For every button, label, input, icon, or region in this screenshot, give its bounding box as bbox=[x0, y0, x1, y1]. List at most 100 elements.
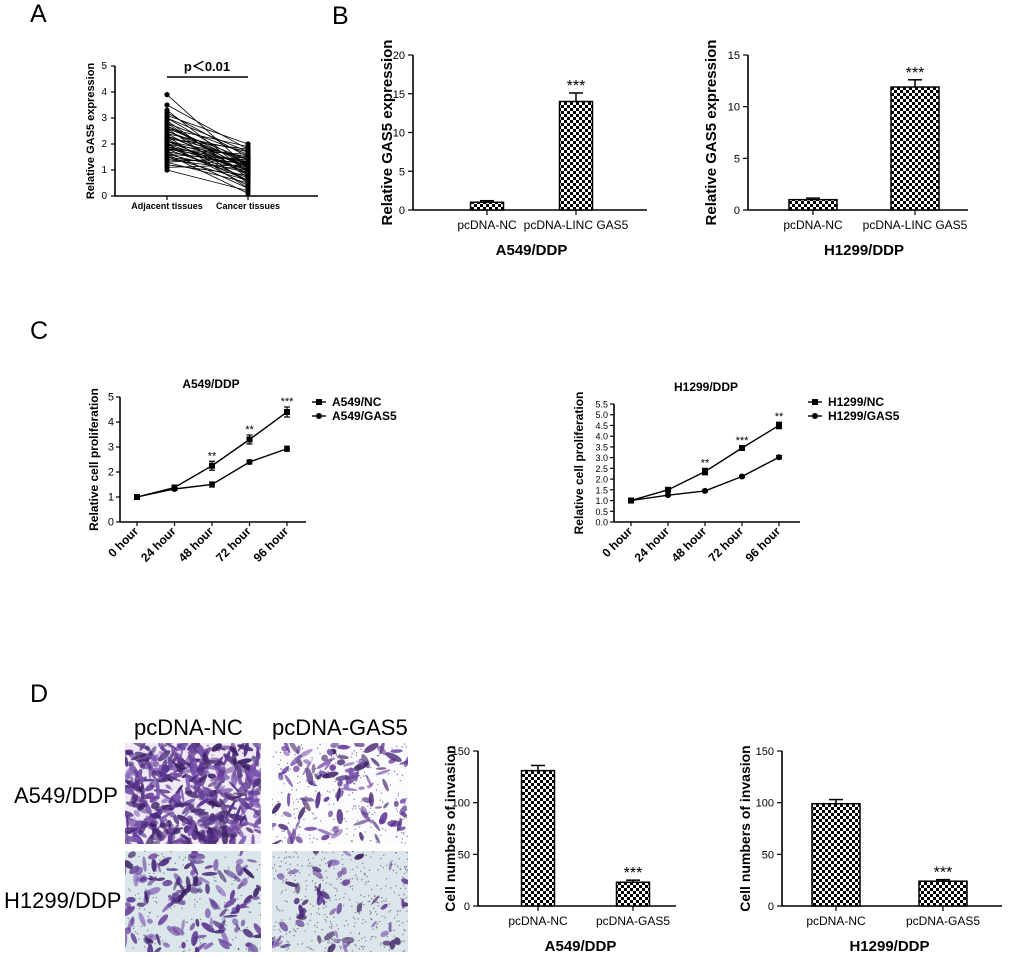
c2-legend-marker bbox=[812, 413, 818, 419]
c2-significance: *** bbox=[736, 435, 750, 447]
stained-cell bbox=[298, 904, 304, 916]
membrane-pore bbox=[205, 883, 207, 885]
stained-cell bbox=[198, 830, 206, 843]
membrane-pore bbox=[136, 752, 139, 755]
d1-ytick-label: 150 bbox=[452, 746, 470, 758]
membrane-pore bbox=[386, 935, 389, 938]
membrane-pore bbox=[325, 920, 327, 922]
membrane-pore bbox=[389, 909, 392, 912]
membrane-pore bbox=[335, 887, 337, 890]
membrane-pore bbox=[337, 825, 339, 828]
stained-cell bbox=[376, 745, 387, 756]
membrane-pore bbox=[361, 945, 364, 948]
membrane-pore bbox=[385, 885, 387, 887]
membrane-pore bbox=[358, 912, 361, 915]
membrane-pore bbox=[375, 837, 378, 840]
stained-cell bbox=[341, 937, 355, 944]
stained-cell bbox=[150, 773, 158, 780]
d2-significance: *** bbox=[934, 865, 953, 882]
membrane-pore bbox=[393, 917, 396, 919]
membrane-pore bbox=[358, 826, 361, 828]
a-ytick-label: 0 bbox=[101, 191, 107, 202]
a-ytick-label: 3 bbox=[101, 113, 107, 124]
membrane-pore bbox=[328, 803, 331, 805]
membrane-pore bbox=[388, 949, 390, 951]
membrane-pore bbox=[206, 794, 208, 796]
membrane-pore bbox=[385, 878, 388, 880]
membrane-pore bbox=[363, 945, 366, 948]
stained-cell bbox=[133, 780, 140, 792]
membrane-pore bbox=[283, 946, 285, 948]
membrane-pore bbox=[304, 810, 306, 813]
membrane-pore bbox=[305, 880, 307, 882]
membrane-pore bbox=[238, 927, 241, 930]
c2-point-square bbox=[776, 422, 782, 429]
stained-cell bbox=[126, 896, 136, 903]
membrane-pore bbox=[277, 909, 279, 911]
stained-cell bbox=[231, 821, 237, 829]
stained-cell bbox=[316, 759, 333, 769]
membrane-pore bbox=[279, 751, 282, 754]
membrane-pore bbox=[280, 945, 283, 947]
membrane-pore bbox=[360, 909, 362, 912]
membrane-pore bbox=[188, 859, 190, 861]
d2-ytick-label: 50 bbox=[762, 849, 774, 861]
membrane-pore bbox=[283, 830, 286, 832]
c2-point-circle bbox=[702, 487, 708, 494]
membrane-pore bbox=[152, 841, 155, 843]
photo-row-label-a549: A549/DDP bbox=[14, 783, 118, 808]
stained-cell bbox=[160, 808, 175, 814]
a-ytick-label: 5 bbox=[101, 61, 107, 72]
membrane-pore bbox=[171, 788, 173, 791]
membrane-pore bbox=[403, 929, 405, 931]
stained-cell bbox=[254, 793, 260, 807]
c1-point-circle bbox=[246, 459, 253, 465]
membrane-pore bbox=[289, 918, 291, 920]
stained-cell bbox=[385, 752, 402, 762]
membrane-pore bbox=[353, 925, 356, 928]
stained-cell bbox=[284, 774, 294, 788]
stained-cell bbox=[399, 759, 408, 765]
membrane-pore bbox=[317, 772, 319, 775]
stained-cell bbox=[160, 830, 169, 840]
membrane-pore bbox=[407, 869, 408, 871]
membrane-pore bbox=[332, 756, 335, 759]
membrane-pore bbox=[314, 882, 317, 885]
stained-cell bbox=[204, 748, 209, 756]
membrane-pore bbox=[344, 892, 347, 895]
membrane-pore bbox=[319, 769, 321, 771]
membrane-pore bbox=[364, 883, 367, 885]
membrane-pore bbox=[366, 766, 369, 768]
stained-cell bbox=[235, 858, 244, 865]
b2-ytick-label: 0 bbox=[734, 205, 740, 217]
stained-cell bbox=[235, 863, 243, 877]
membrane-pore bbox=[363, 867, 365, 869]
membrane-pore bbox=[134, 894, 137, 897]
membrane-pore bbox=[335, 899, 337, 901]
membrane-pore bbox=[323, 907, 325, 909]
stained-cell bbox=[197, 745, 204, 757]
membrane-pore bbox=[335, 749, 337, 752]
membrane-pore bbox=[399, 897, 402, 900]
a-pair-line bbox=[166, 148, 249, 163]
a-pair-line bbox=[166, 104, 249, 150]
membrane-pore bbox=[390, 921, 392, 924]
membrane-pore bbox=[196, 901, 199, 903]
membrane-pore bbox=[313, 837, 315, 839]
membrane-pore bbox=[375, 926, 378, 928]
membrane-pore bbox=[319, 793, 321, 796]
membrane-pore bbox=[186, 921, 189, 923]
stained-cell bbox=[323, 796, 330, 802]
membrane-pore bbox=[272, 798, 273, 801]
membrane-pore bbox=[389, 887, 392, 889]
c1-ytick-label: 5 bbox=[108, 392, 114, 404]
stained-cell bbox=[126, 836, 141, 843]
membrane-pore bbox=[280, 768, 282, 770]
membrane-pore bbox=[325, 870, 327, 872]
membrane-pore bbox=[297, 840, 300, 842]
a-point-adjacent bbox=[164, 92, 170, 98]
membrane-pore bbox=[237, 898, 239, 900]
stained-cell bbox=[224, 792, 239, 803]
membrane-pore bbox=[345, 872, 347, 874]
membrane-pore bbox=[402, 950, 404, 952]
